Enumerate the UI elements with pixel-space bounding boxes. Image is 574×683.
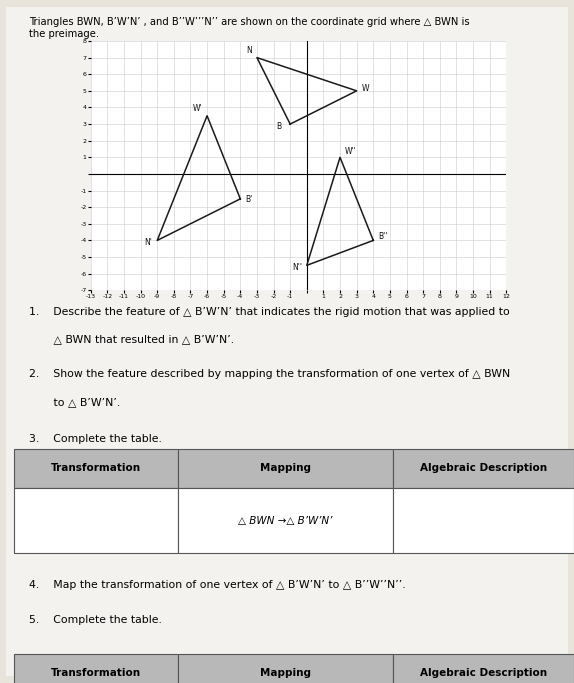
Text: N': N' <box>144 238 152 247</box>
Text: B': B' <box>245 195 253 204</box>
Text: to △ B’W’N’.: to △ B’W’N’. <box>29 397 120 407</box>
Text: 4.    Map the transformation of one vertex of △ B’W’N’ to △ B’’W’’N’’.: 4. Map the transformation of one vertex … <box>29 581 405 590</box>
Text: W: W <box>362 84 369 93</box>
Bar <box>178 654 393 683</box>
Text: 1.    Describe the feature of △ B’W’N’ that indicates the rigid motion that was : 1. Describe the feature of △ B’W’N’ that… <box>29 307 510 317</box>
Text: N: N <box>246 46 252 55</box>
Bar <box>14 488 178 553</box>
Text: △ BWN →△ B’W’N’: △ BWN →△ B’W’N’ <box>238 516 333 525</box>
Text: Transformation: Transformation <box>51 464 141 473</box>
Text: N'': N'' <box>292 264 302 273</box>
Bar <box>393 654 574 683</box>
Text: B'': B'' <box>378 232 387 240</box>
Text: W': W' <box>192 104 202 113</box>
Bar <box>14 449 178 488</box>
Text: B: B <box>277 122 282 131</box>
Text: Algebraic Description: Algebraic Description <box>420 464 547 473</box>
Text: Mapping: Mapping <box>260 668 311 678</box>
Bar <box>178 488 393 553</box>
Text: Transformation: Transformation <box>51 668 141 678</box>
Bar <box>178 449 393 488</box>
Bar <box>393 488 574 553</box>
Text: Mapping: Mapping <box>260 464 311 473</box>
Bar <box>14 654 178 683</box>
Bar <box>393 449 574 488</box>
Text: Algebraic Description: Algebraic Description <box>420 668 547 678</box>
Text: W'': W'' <box>345 147 357 156</box>
Text: 3.    Complete the table.: 3. Complete the table. <box>29 434 161 444</box>
Text: Triangles BWN, B’W’N’ , and B’’W’’’N’’ are shown on the coordinate grid where △ : Triangles BWN, B’W’N’ , and B’’W’’’N’’ a… <box>29 17 470 27</box>
Text: △ BWN that resulted in △ B’W’N’.: △ BWN that resulted in △ B’W’N’. <box>29 335 234 344</box>
Text: 2.    Show the feature described by mapping the transformation of one vertex of : 2. Show the feature described by mapping… <box>29 370 510 379</box>
Text: 5.    Complete the table.: 5. Complete the table. <box>29 615 161 625</box>
Text: the preimage.: the preimage. <box>29 29 99 39</box>
